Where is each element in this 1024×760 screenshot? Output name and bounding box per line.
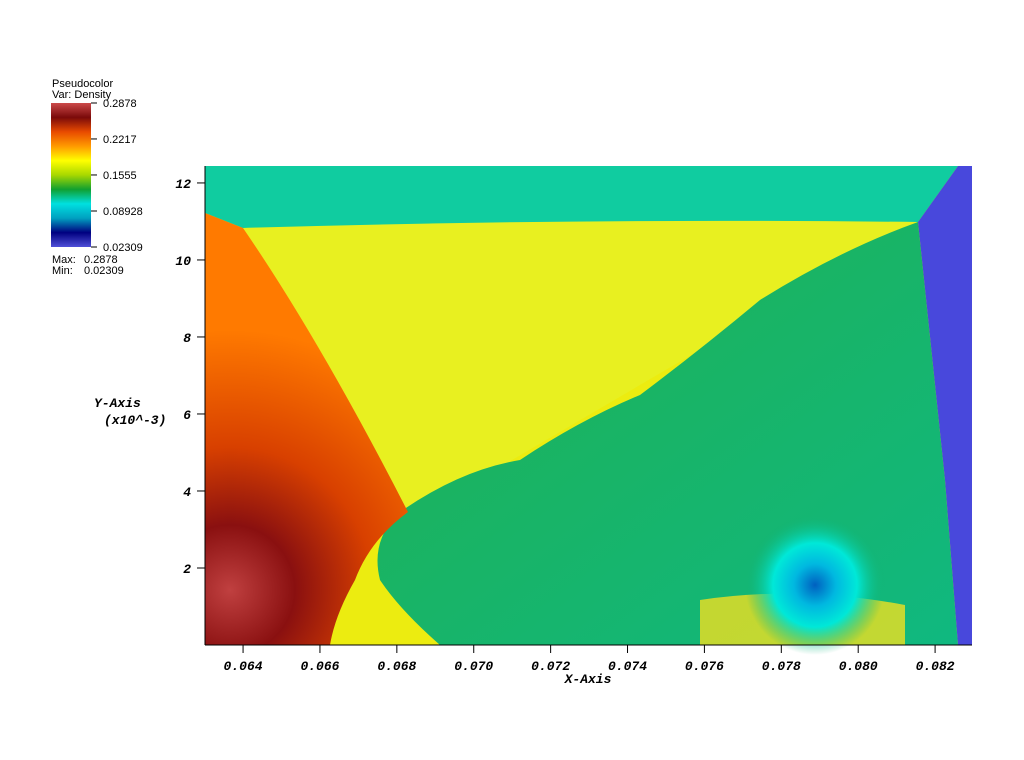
x-tick-label: 0.080	[839, 659, 878, 674]
x-tick-label: 0.078	[762, 659, 801, 674]
colorbar-tick-label: 0.08928	[103, 206, 143, 218]
legend-min-label: Min:	[52, 265, 73, 277]
x-tick-label: 0.072	[531, 659, 570, 674]
colorbar	[51, 103, 91, 247]
y-tick-label: 4	[183, 485, 191, 500]
x-tick-label: 0.068	[377, 659, 416, 674]
legend-min: 0.02309	[84, 265, 124, 277]
y-tick-label: 8	[183, 331, 191, 346]
x-tick-label: 0.070	[454, 659, 493, 674]
y-tick-label: 2	[183, 562, 191, 577]
legend-max-label: Max:	[52, 254, 76, 266]
region-teal	[205, 166, 958, 228]
y-tick-label: 6	[183, 408, 191, 423]
colorbar-tick-label: 0.2217	[103, 134, 137, 146]
region-red	[205, 213, 408, 645]
colorbar-tick-label: 0.02309	[103, 242, 143, 254]
x-tick-label: 0.064	[224, 659, 263, 674]
colorbar-tick-label: 0.2878	[103, 98, 137, 110]
legend-max: 0.2878	[84, 254, 118, 266]
y-axis-unit: (x10^-3)	[104, 413, 166, 428]
y-axis-label: Y-Axis	[94, 396, 141, 411]
region-cyan	[745, 515, 885, 655]
region-blue	[918, 166, 972, 645]
x-tick-label: 0.082	[916, 659, 955, 674]
colorbar-tick-label: 0.1555	[103, 170, 137, 182]
x-axis-label: X-Axis	[564, 672, 612, 687]
x-tick-label: 0.076	[685, 659, 724, 674]
y-tick-label: 10	[175, 254, 191, 269]
y-tick-label: 12	[175, 177, 191, 192]
field	[205, 166, 972, 655]
legend-title: Pseudocolor	[52, 78, 113, 90]
x-tick-label: 0.074	[608, 659, 647, 674]
legend-variable: Var: Density	[52, 89, 112, 101]
x-tick-label: 0.066	[300, 659, 339, 674]
